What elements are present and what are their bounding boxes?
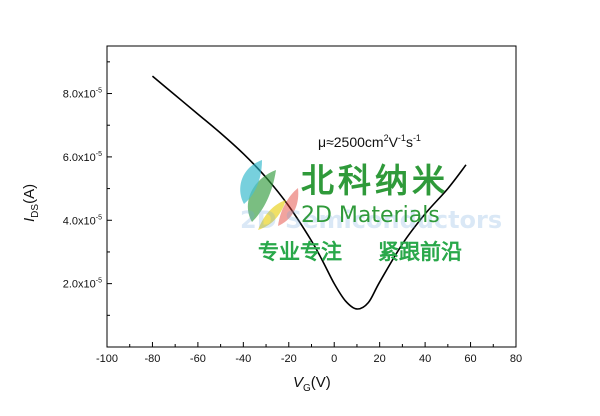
logo-leaf-red [278, 188, 299, 226]
y-tick-label: 8.0x10-5 [63, 88, 102, 101]
annotation-mu: μ≈2500cm [318, 134, 384, 150]
x-axis-title: VG(V) [293, 374, 331, 394]
watermark-brand-cn: 北科纳米 [301, 161, 449, 200]
logo-leaf-teal [240, 160, 262, 204]
x-tick-label: -40 [235, 353, 251, 365]
mobility-annotation: μ≈2500cm2V-1s-1 [318, 133, 421, 150]
logo-leaf-green [247, 170, 276, 222]
y-axis-title-unit: (A) [21, 184, 38, 204]
x-axis-title-unit: (V) [311, 374, 331, 391]
watermark-slogan-right: 紧跟前沿 [378, 240, 462, 264]
annotation-sup2: -1 [398, 133, 406, 143]
annotation-sup3: -1 [413, 133, 421, 143]
y-axis-title-base: I [21, 218, 38, 222]
x-tick-label: -80 [144, 353, 160, 365]
watermark-slogan-left: 专业专注 [258, 240, 342, 264]
y-tick-label: 4.0x10-5 [63, 214, 102, 227]
watermark-behind-text: 2D Semiconductors [240, 206, 502, 234]
annotation-sup1: 2 [384, 133, 389, 143]
annotation-s: s [406, 134, 413, 150]
x-tick-label: -60 [190, 353, 206, 365]
x-axis-title-sub: G [303, 383, 311, 394]
watermark-brand-en: 2D Materials [301, 203, 440, 228]
x-tick-label: 0 [331, 353, 337, 365]
x-tick-label: -20 [281, 353, 297, 365]
tick-layer: -100 -80 -60 -40 -20 0 20 40 60 80 2.0x10-5 4.0x10-… [63, 61, 522, 365]
x-tick-label: -100 [96, 353, 118, 365]
x-tick-label: 60 [464, 353, 476, 365]
x-tick-label: 80 [510, 353, 522, 365]
watermark-logo [240, 160, 299, 230]
logo-leaf-yellow [258, 200, 286, 230]
plot-frame [106, 45, 517, 348]
annotation-v: V [389, 134, 399, 150]
y-axis-title: IDS(A) [21, 184, 41, 222]
x-tick-label: 20 [374, 353, 386, 365]
y-axis-title-sub: DS [30, 204, 41, 218]
x-axis-title-base: V [293, 374, 305, 391]
series-line-ids-vs-vg [151, 75, 467, 310]
x-tick-label: 40 [419, 353, 431, 365]
y-tick-label: 2.0x10-5 [63, 278, 102, 291]
y-tick-label: 6.0x10-5 [63, 151, 102, 164]
